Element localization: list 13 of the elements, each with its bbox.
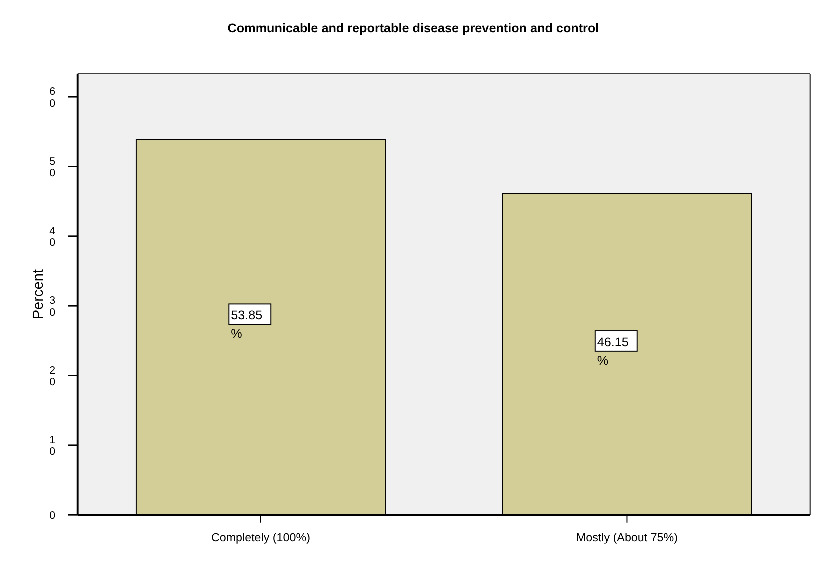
data-label: 46.15% <box>597 336 629 368</box>
x-tick-label: Completely (100%) <box>211 531 311 544</box>
chart-title: Communicable and reportable disease prevention and control <box>228 21 600 36</box>
y-tick-label: 5 0 <box>50 156 56 180</box>
data-label: 53.85% <box>231 308 263 342</box>
y-tick-label: 2 0 <box>50 364 56 388</box>
y-axis-title: Percent <box>30 269 47 320</box>
x-tick-label: Mostly (About 75%) <box>576 531 678 544</box>
y-tick-label: 6 0 <box>50 86 56 110</box>
y-tick-label: 3 0 <box>50 295 56 319</box>
y-tick-label: 1 0 <box>50 434 56 458</box>
y-tick-label: 0 <box>50 510 56 522</box>
y-tick-label: 4 0 <box>50 225 56 250</box>
